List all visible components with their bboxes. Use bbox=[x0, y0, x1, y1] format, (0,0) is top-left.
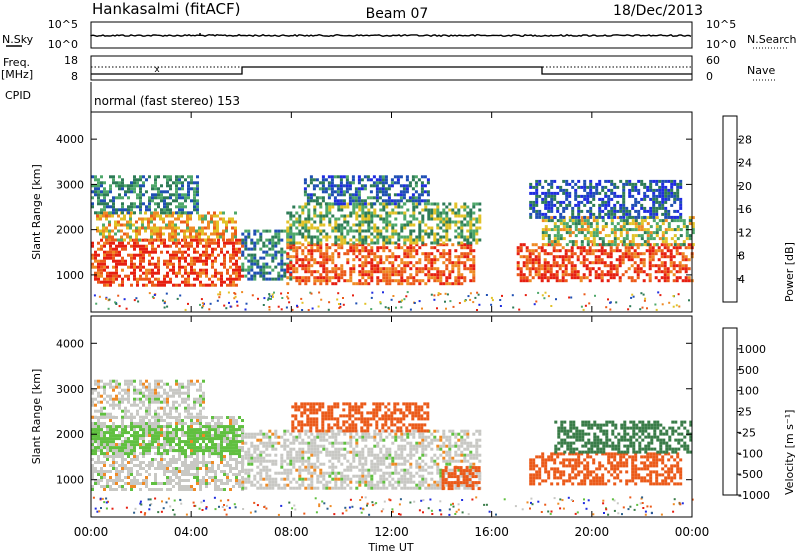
noise-tick-left-low: 10^0 bbox=[48, 38, 78, 51]
velocity-colorbar-label: 25 bbox=[738, 406, 752, 419]
power-colorbar-label: 4 bbox=[738, 273, 745, 286]
time-tick-label: 04:00 bbox=[174, 525, 209, 539]
velocity-colorbar-label: -100 bbox=[738, 447, 763, 460]
power-colorbar-label: 20 bbox=[738, 180, 752, 193]
noise-sky-trace bbox=[90, 33, 692, 38]
power-echo-region bbox=[286, 202, 482, 245]
nsky-label: N.Sky bbox=[2, 33, 34, 46]
time-tick-label: 12:00 bbox=[374, 525, 409, 539]
power-colorbar-label: 16 bbox=[738, 203, 752, 216]
velocity-echo-region bbox=[91, 379, 205, 419]
power-echo-region bbox=[96, 211, 237, 242]
noise-tick-left-high: 10^5 bbox=[48, 18, 78, 31]
power-echo-region bbox=[303, 175, 430, 206]
freq-tick-low: 8 bbox=[71, 70, 78, 83]
power-ytick-label: 3000 bbox=[56, 178, 84, 191]
power-echo-region bbox=[91, 238, 244, 287]
power-colorbar-label: 24 bbox=[738, 157, 752, 170]
power-ytick-label: 2000 bbox=[56, 224, 84, 237]
power-echo-region bbox=[516, 243, 694, 283]
velocity-colorbar-label: -500 bbox=[738, 468, 763, 481]
velocity-colorbar-label: -1000 bbox=[738, 489, 770, 502]
freq-trace bbox=[91, 66, 692, 75]
time-tick-label: 08:00 bbox=[274, 525, 309, 539]
power-echo-region bbox=[91, 175, 199, 215]
time-tick-label: 00:00 bbox=[675, 525, 710, 539]
power-ytick-label: 4000 bbox=[56, 133, 84, 146]
velocity-echo-region bbox=[441, 466, 481, 491]
time-tick-label: 00:00 bbox=[74, 525, 109, 539]
velocity-colorbar-title: Velocity [m s⁻¹] bbox=[783, 410, 796, 495]
noise-tick-right-high: 10^5 bbox=[706, 18, 736, 31]
freq-frame bbox=[90, 55, 693, 81]
velocity-near-range-scatter bbox=[92, 496, 694, 516]
velocity-colorbar-label: 500 bbox=[738, 364, 759, 377]
power-echo-data bbox=[91, 175, 695, 287]
cpid-text: normal (fast stereo) 153 bbox=[94, 94, 240, 108]
velocity-ytick-label: 1000 bbox=[56, 474, 84, 487]
station-title: Hankasalmi (fitACF) bbox=[92, 0, 240, 18]
time-axis-label: Time UT bbox=[367, 541, 413, 554]
freq-label: Freq. bbox=[3, 56, 30, 69]
cpid-label: CPID bbox=[5, 89, 31, 102]
velocity-ytick-label: 2000 bbox=[56, 428, 84, 441]
nave-label: Nave bbox=[747, 64, 775, 77]
power-colorbar: 4 8 12 16 20 24 28 Power [dB] bbox=[722, 115, 796, 303]
power-echo-region bbox=[541, 216, 695, 247]
velocity-echo-region bbox=[554, 420, 693, 454]
beam-title: Beam 07 bbox=[366, 6, 429, 22]
power-echo-region bbox=[286, 243, 476, 286]
date-title: 18/Dec/2013 bbox=[613, 3, 703, 19]
velocity-ytick-label: 4000 bbox=[56, 337, 84, 350]
nave-tick-low: 0 bbox=[706, 70, 713, 83]
freq-unit: [MHz] bbox=[1, 68, 33, 81]
freq-tick-high: 18 bbox=[64, 54, 78, 67]
noise-tick-right-low: 10^0 bbox=[706, 38, 736, 51]
velocity-colorbar-label: 100 bbox=[738, 385, 759, 398]
nave-tick-high: 60 bbox=[706, 54, 720, 67]
time-tick-label: 16:00 bbox=[474, 525, 509, 539]
power-colorbar-title: Power [dB] bbox=[783, 242, 796, 302]
power-colorbar-label: 28 bbox=[738, 133, 752, 146]
velocity-echo-region bbox=[241, 429, 482, 490]
velocity-colorbar-frame bbox=[722, 327, 738, 496]
power-colorbar-frame bbox=[722, 115, 738, 303]
velocity-echo-region bbox=[529, 452, 683, 486]
nsearch-label: N.Search bbox=[747, 33, 797, 46]
power-echo-region bbox=[241, 229, 293, 281]
power-panel: 1000 2000 3000 4000 Slant Range [km] 4 8 12 16 20… bbox=[30, 111, 796, 313]
power-colorbar-label: 12 bbox=[738, 226, 752, 239]
velocity-colorbar: 1000 500 100 25 -25 -100 -500 -1000 Velocity [m … bbox=[722, 327, 796, 502]
noise-frame bbox=[90, 21, 693, 49]
power-echo-region bbox=[529, 179, 683, 219]
noise-panel: 10^5 10^0 10^5 10^0 N.Sky N.Search bbox=[2, 18, 797, 51]
power-ylabel: Slant Range [km] bbox=[30, 164, 43, 260]
power-ytick-label: 1000 bbox=[56, 269, 84, 282]
power-colorbar-label: 8 bbox=[738, 250, 745, 263]
velocity-echo-data bbox=[91, 379, 693, 491]
velocity-echo-region bbox=[291, 402, 430, 433]
velocity-ylabel: Slant Range [km] bbox=[30, 369, 43, 465]
velocity-colorbar-label: -25 bbox=[738, 426, 756, 439]
freq-panel: Freq.[MHz] 18 8 60 0 Nave x bbox=[1, 54, 775, 83]
velocity-ytick-label: 3000 bbox=[56, 383, 84, 396]
time-tick-label: 20:00 bbox=[575, 525, 610, 539]
power-near-range-scatter bbox=[93, 291, 690, 311]
velocity-colorbar-label: 1000 bbox=[738, 343, 766, 356]
freq-marker: x bbox=[154, 65, 160, 75]
